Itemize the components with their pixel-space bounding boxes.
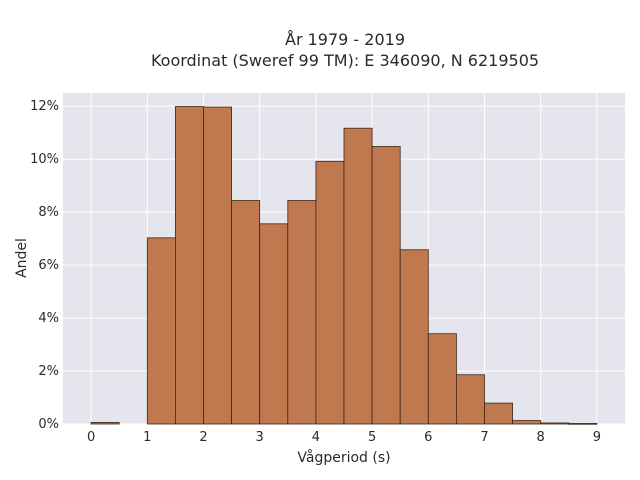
y-tick-label: 8% [38, 205, 59, 220]
y-tick-label: 6% [38, 258, 59, 273]
histogram-bar [540, 422, 570, 425]
x-tick-label: 8 [537, 430, 545, 445]
y-tick-label: 0% [38, 417, 59, 432]
x-tick-label: 1 [143, 430, 151, 445]
x-tick-label: 9 [593, 430, 601, 445]
x-tick-labels: 0 1 2 3 4 5 6 7 8 9 [87, 430, 601, 445]
x-tick-label: 7 [480, 430, 488, 445]
x-tick-label: 3 [256, 430, 264, 445]
chart-subtitle: Koordinat (Sweref 99 TM): E 346090, N 62… [151, 51, 539, 70]
histogram-bar [259, 223, 289, 425]
y-tick-label: 12% [30, 99, 59, 114]
histogram-bar [90, 422, 120, 425]
histogram-bar [231, 200, 261, 425]
histogram-bar [343, 127, 373, 425]
x-tick-label: 2 [199, 430, 207, 445]
y-tick-label: 2% [38, 364, 59, 379]
histogram-bar [174, 106, 204, 425]
y-axis-label: Andel [14, 238, 30, 278]
histogram-bars [90, 106, 598, 425]
histogram-bar [315, 160, 345, 425]
x-tick-label: 5 [368, 430, 376, 445]
y-tick-label: 4% [38, 311, 59, 326]
histogram-bar [427, 333, 457, 425]
histogram-bar [455, 374, 485, 425]
histogram-bar [399, 249, 429, 425]
x-axis-label: Vågperiod (s) [297, 449, 390, 466]
histogram-bar [371, 146, 401, 425]
y-tick-labels: 0% 2% 4% 6% 8% 10% 12% [30, 99, 59, 432]
chart-title: År 1979 - 2019 [285, 30, 405, 49]
histogram-bar [203, 106, 233, 425]
histogram-bar [512, 420, 542, 425]
histogram-bar [146, 237, 176, 425]
histogram-bar [287, 200, 317, 425]
x-tick-label: 4 [312, 430, 320, 445]
x-tick-label: 0 [87, 430, 95, 445]
histogram-bar [484, 402, 514, 425]
x-tick-label: 6 [424, 430, 432, 445]
y-tick-label: 10% [30, 152, 59, 167]
histogram-bar [568, 423, 598, 425]
